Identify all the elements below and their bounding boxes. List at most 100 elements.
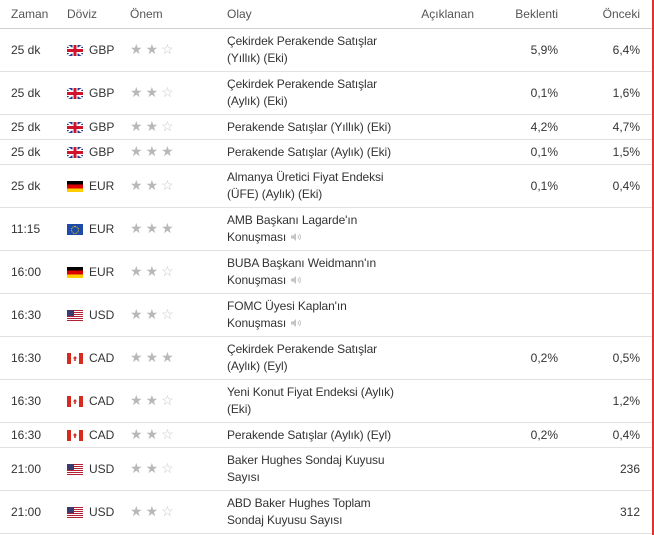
table-row[interactable]: 25 dk GBP ★★☆ Perakende Satışlar (Yıllık… [0, 114, 652, 140]
event-name-line1: Yeni Konut Fiyat Endeksi (Aylık) [227, 385, 394, 399]
table-row[interactable]: 21:00 USD ★★☆ ABD Baker Hughes Toplam Son… [0, 490, 652, 534]
header-previous[interactable]: Önceki [570, 0, 652, 29]
table-row[interactable]: 25 dk GBP ★★★ Perakende Satışlar (Aylık)… [0, 139, 652, 165]
star-empty-icon: ☆ [161, 503, 177, 519]
event-previous: 1,5% [570, 139, 652, 165]
event-name[interactable]: Yeni Konut Fiyat Endeksi (Aylık) (Eki) [217, 379, 400, 423]
importance-stars: ★★★ [130, 207, 217, 251]
event-currency: EUR [65, 164, 130, 208]
header-event[interactable]: Olay [217, 0, 400, 29]
table-row[interactable]: 16:30 CAD ★★☆ Perakende Satışlar (Aylık)… [0, 422, 652, 448]
star-empty-icon: ☆ [161, 426, 177, 442]
speaker-icon [291, 276, 302, 284]
event-name[interactable]: Çekirdek Perakende Satışlar (Aylık) (Eki) [217, 71, 400, 115]
event-name-line2: (Aylık) (Eki) [227, 94, 288, 108]
event-time: 16:30 [0, 379, 65, 423]
event-name-line1: Perakende Satışlar (Yıllık) (Eki) [227, 119, 392, 134]
importance-stars: ★★☆ [130, 422, 217, 448]
star-filled-icon: ★ [145, 143, 162, 159]
event-actual [400, 250, 476, 294]
event-name[interactable]: Çekirdek Perakende Satışlar (Aylık) (Eyl) [217, 336, 400, 380]
table-row[interactable]: 16:30 CAD ★★★ Çekirdek Perakende Satışla… [0, 336, 652, 380]
event-name-line1: Baker Hughes Sondaj Kuyusu [227, 453, 385, 467]
event-actual [400, 293, 476, 337]
star-empty-icon: ☆ [161, 84, 177, 100]
star-filled-icon: ★ [161, 143, 177, 159]
event-currency: GBP [65, 114, 130, 140]
event-actual [400, 164, 476, 208]
event-time: 16:30 [0, 422, 65, 448]
currency-code: USD [89, 308, 115, 322]
event-name[interactable]: Perakende Satışlar (Aylık) (Eyl) [217, 422, 400, 448]
table-row[interactable]: 16:30 CAD ★★☆ Yeni Konut Fiyat Endeksi (… [0, 379, 652, 423]
star-filled-icon: ★ [145, 349, 162, 365]
header-forecast[interactable]: Beklenti [476, 0, 570, 29]
event-name-line2: (Eki) [227, 402, 252, 416]
currency-code: USD [89, 462, 115, 476]
event-time: 21:00 [0, 490, 65, 534]
header-importance[interactable]: Önem [130, 0, 217, 29]
header-currency[interactable]: Döviz [65, 0, 130, 29]
event-actual [400, 379, 476, 423]
importance-stars: ★★☆ [130, 71, 217, 115]
star-empty-icon: ☆ [161, 177, 177, 193]
header-actual[interactable]: Açıklanan [400, 0, 476, 29]
event-currency: USD [65, 293, 130, 337]
event-name-line1: Perakende Satışlar (Aylık) (Eki) [227, 144, 391, 159]
event-name[interactable]: AMB Başkanı Lagarde'ın Konuşması [217, 207, 400, 251]
event-name[interactable]: Perakende Satışlar (Aylık) (Eki) [217, 139, 400, 165]
importance-stars: ★★☆ [130, 447, 217, 491]
germany-flag-icon [67, 181, 83, 192]
table-row[interactable]: 16:30 USD ★★☆ FOMC Üyesi Kaplan'ın Konuşm… [0, 293, 652, 337]
star-empty-icon: ☆ [161, 263, 177, 279]
star-filled-icon: ★ [130, 426, 146, 442]
star-filled-icon: ★ [145, 263, 162, 279]
importance-stars: ★★☆ [130, 379, 217, 423]
event-currency: CAD [65, 336, 130, 380]
importance-stars: ★★☆ [130, 114, 217, 140]
germany-flag-icon [67, 267, 83, 278]
star-filled-icon: ★ [145, 460, 162, 476]
event-name-line1: Çekirdek Perakende Satışlar [227, 77, 378, 91]
event-name-line2: (ÜFE) (Aylık) (Eki) [227, 187, 323, 201]
event-name[interactable]: Baker Hughes Sondaj Kuyusu Sayısı [217, 447, 400, 491]
uk-flag-icon [67, 122, 83, 133]
event-name[interactable]: ABD Baker Hughes Toplam Sondaj Kuyusu Say… [217, 490, 400, 534]
currency-code: EUR [89, 179, 115, 193]
table-row[interactable]: 21:00 USD ★★☆ Baker Hughes Sondaj Kuyusu… [0, 447, 652, 491]
event-previous: 1,6% [570, 71, 652, 115]
event-actual [400, 422, 476, 448]
table-header-row: Zaman Döviz Önem Olay Açıklanan Beklenti… [0, 0, 652, 29]
star-filled-icon: ★ [130, 349, 146, 365]
event-name[interactable]: BUBA Başkanı Weidmann'ın Konuşması [217, 250, 400, 294]
table-row[interactable]: 25 dk GBP ★★☆ Çekirdek Perakende Satışla… [0, 28, 652, 72]
us-flag-icon [67, 507, 83, 518]
table-row[interactable]: 11:15 EUR ★★★ AMB Başkanı Lagarde'ın Konu… [0, 207, 652, 251]
event-name[interactable]: Perakende Satışlar (Yıllık) (Eki) [217, 114, 400, 140]
currency-code: GBP [89, 43, 115, 57]
eu-flag-icon [67, 224, 83, 235]
event-forecast [476, 207, 570, 251]
table-row[interactable]: 25 dk EUR ★★☆ Almanya Üretici Fiyat Ende… [0, 164, 652, 208]
star-empty-icon: ☆ [161, 306, 177, 322]
table-row[interactable]: 25 dk GBP ★★☆ Çekirdek Perakende Satışla… [0, 71, 652, 115]
event-actual [400, 114, 476, 140]
event-previous: 4,7% [570, 114, 652, 140]
event-name[interactable]: FOMC Üyesi Kaplan'ın Konuşması [217, 293, 400, 337]
header-time[interactable]: Zaman [0, 0, 65, 29]
table-row[interactable]: 16:00 EUR ★★☆ BUBA Başkanı Weidmann'ın Ko… [0, 250, 652, 294]
currency-code: CAD [89, 428, 115, 442]
star-filled-icon: ★ [130, 143, 146, 159]
event-name[interactable]: Çekirdek Perakende Satışlar (Yıllık) (Eki… [217, 28, 400, 72]
event-actual [400, 490, 476, 534]
us-flag-icon [67, 310, 83, 321]
star-filled-icon: ★ [130, 84, 146, 100]
importance-stars: ★★☆ [130, 293, 217, 337]
event-name-line1: Almanya Üretici Fiyat Endeksi [227, 170, 384, 184]
event-name-line1: Perakende Satışlar (Aylık) (Eyl) [227, 427, 391, 442]
event-name-line2: Konuşması [227, 315, 400, 332]
event-time: 16:30 [0, 336, 65, 380]
event-name[interactable]: Almanya Üretici Fiyat Endeksi (ÜFE) (Aylı… [217, 164, 400, 208]
